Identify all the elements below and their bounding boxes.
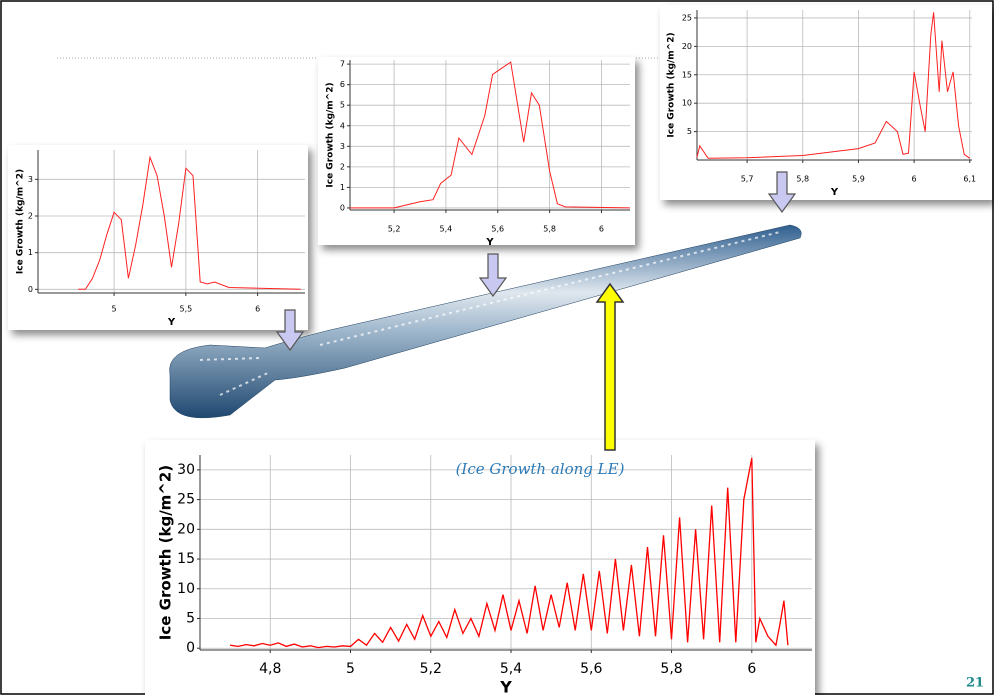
y-tick-label: 10 [682,99,692,108]
x-tick-label: 4,8 [259,661,281,677]
y-tick-label: 15 [682,70,692,79]
x-tick-label: 6,1 [963,175,976,184]
page: 0 1 2 3 5 5,5 6 Y Ice Growth (kg/m^2) 0 1 2 3 4 5 6 7 5,2… [0,0,994,695]
charts: 0 1 2 3 5 5,5 6 Y Ice Growth (kg/m^2) 0 1 2 3 4 5 6 7 5,2… [8,5,992,695]
chart-frame [660,5,992,200]
y-axis-label: Ice Growth (kg/m^2) [157,465,175,640]
y-tick-label: 0 [186,640,195,656]
chart: 0 1 2 3 4 5 6 7 5,2 5,4 5,6 5,8 6 Y Ice Growth (kg/m^2… [318,57,635,248]
annotation: (Ice Growth along LE) [456,460,625,478]
up-arrow [597,284,623,450]
y-tick-label: 20 [682,42,692,51]
x-tick-label: 6 [912,175,917,184]
y-tick-label: 1 [28,248,33,257]
x-tick-label: 6 [747,661,756,677]
x-tick-label: 5 [112,305,117,314]
x-tick-label: 5,8 [660,661,682,677]
y-tick-label: 7 [340,60,345,69]
y-tick-label: 6 [340,80,345,89]
chart-frame [145,440,815,695]
x-tick-label: 6 [255,305,260,314]
x-tick-label: 5,2 [420,661,442,677]
y-tick-label: 2 [28,212,33,221]
chart: 0 1 2 3 5 5,5 6 Y Ice Growth (kg/m^2) [8,145,308,330]
x-tick-label: 5,2 [388,225,401,234]
slide: 0 1 2 3 5 5,5 6 Y Ice Growth (kg/m^2) 0 1 2 3 4 5 6 7 5,2… [0,0,994,695]
x-tick-label: 5,9 [852,175,865,184]
x-tick-label: 5,8 [543,225,556,234]
x-tick-label: 5,6 [491,225,504,234]
y-tick-label: 15 [177,551,195,567]
y-axis-label: Ice Growth (kg/m^2) [326,82,336,187]
y-tick-label: 30 [177,462,195,478]
x-tick-label: 5,5 [179,305,192,314]
chart-frame [8,145,308,330]
y-axis-label: Ice Growth (kg/m^2) [16,169,26,274]
x-axis-label: Y [485,237,494,248]
x-tick-label: 5,6 [580,661,602,677]
y-tick-label: 5 [186,610,195,626]
x-tick-label: 5,8 [796,175,809,184]
chart: 5 10 15 20 25 5,7 5,8 5,9 6 6,1 Y Ice Growth (kg/m^… [660,5,992,200]
y-tick-label: 10 [177,581,195,597]
x-tick-label: 5 [346,661,355,677]
x-tick-label: 5,7 [741,175,754,184]
x-tick-label: 6 [599,225,604,234]
y-tick-label: 0 [340,203,345,212]
y-tick-label: 25 [177,492,195,508]
y-tick-label: 3 [28,175,33,184]
y-axis-label: Ice Growth (kg/m^2) [667,32,677,137]
y-tick-label: 20 [177,521,195,537]
y-tick-label: 1 [340,183,345,192]
chart-frame [318,57,635,245]
down-arrow [480,254,506,296]
y-tick-label: 25 [682,13,692,22]
y-tick-label: 3 [340,142,345,151]
y-tick-label: 5 [687,127,692,136]
x-axis-label: Y [167,317,176,328]
x-axis-label: Y [499,678,512,695]
x-tick-label: 5,4 [440,225,453,234]
y-tick-label: 4 [340,121,345,130]
y-tick-label: 0 [28,285,33,294]
y-tick-label: 5 [340,101,345,110]
x-tick-label: 5,4 [500,661,522,677]
page-number: 21 [966,676,984,691]
y-tick-label: 2 [340,162,345,171]
chart: 0 5 10 15 20 25 30 4,8 5 5,2 5,4 5,6 5,8 6 Y Ice Growth… [145,440,815,695]
x-axis-label: Y [830,187,839,198]
